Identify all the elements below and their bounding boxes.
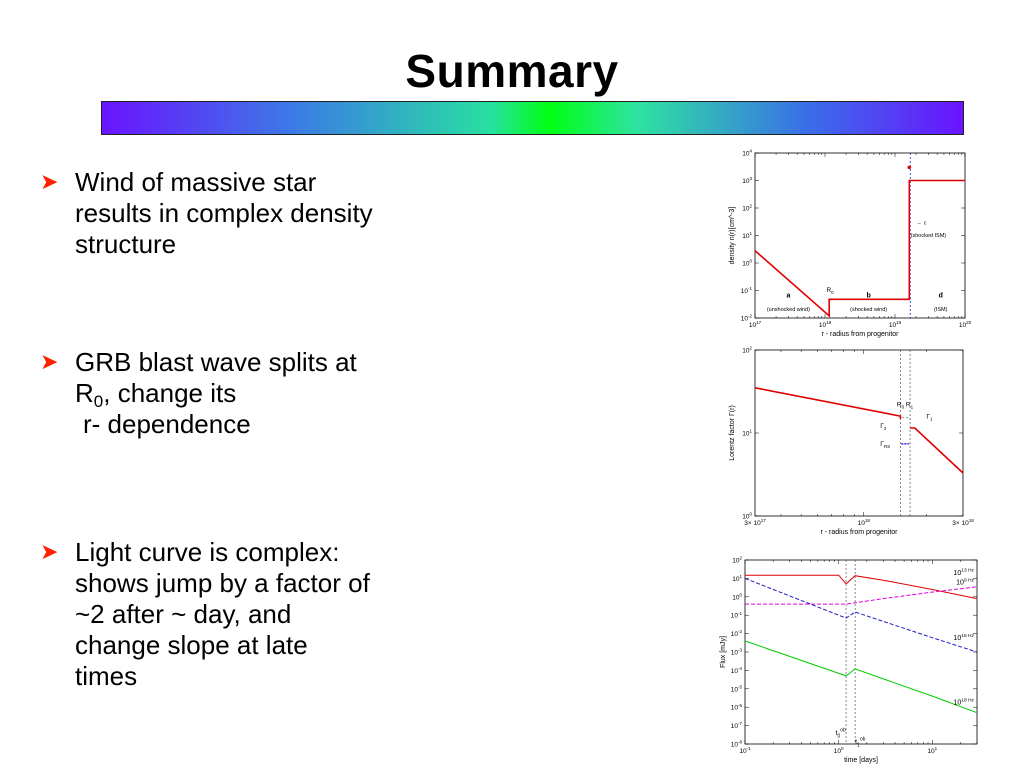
plot-annotation: (ISM) (934, 307, 948, 313)
bullet-3: ➤ Light curve is complex: shows jump by … (40, 537, 480, 692)
annotation-gamma1: Γ1 (926, 413, 933, 421)
series-line-1 (745, 574, 978, 600)
series-label-2: 1013 Hz (953, 568, 974, 577)
lorentz-factor-plot: 3× 1017 1018 3× 1018 102 101 100 r - radius fr… (729, 346, 974, 536)
y-tick-label: 100 (742, 512, 752, 521)
bullet-1-line-1: Wind of massive star (75, 167, 317, 197)
y-tick-label: 10-1 (731, 611, 743, 620)
annotation-r1: R1 (906, 401, 914, 409)
light-curve-plot: 10-1 100 101 102 101 100 10-1 10-2 10-3 10-4 10-5 1… (720, 556, 978, 764)
y-tick-label: 102 (732, 556, 742, 565)
x-axis-label: r - radius from progenitor (821, 331, 899, 338)
y-tick-label: 10-6 (731, 703, 743, 712)
series-line-2 (910, 427, 964, 474)
bullet-2: ➤ GRB blast wave splits at R0, change it… (40, 347, 480, 440)
bullet-arrow-icon: ➤ (40, 169, 59, 194)
x-tick-label: 1020 (959, 320, 972, 329)
series-line-1 (754, 387, 902, 419)
annotation-gamma-rs: ΓRS (880, 441, 890, 449)
y-tick-label: 10-2 (741, 314, 753, 323)
y-tick-label: 100 (742, 259, 752, 268)
annotation-t0-ob: t0ob (835, 728, 846, 740)
series-label-3: 1015 Hz (953, 633, 974, 642)
bullet-arrow-icon: ➤ (40, 539, 59, 564)
r0-symbol: R (75, 378, 94, 408)
bullet-3-line-2: shows jump by a factor of (75, 568, 370, 598)
plot-annotation: b (866, 293, 870, 300)
y-tick-label: 10-5 (731, 684, 743, 693)
annotation-gamma2: Γ2 (880, 423, 887, 431)
density-plot: 1017 1018 1019 1020 104 103 102 101 100 10-1 10-2 r… (729, 149, 972, 338)
x-tick-label: 100 (834, 746, 844, 755)
bullet-3-line-4: change slope at late (75, 630, 308, 660)
x-tick-label: 10-1 (739, 746, 751, 755)
plot-annotation: ← c (917, 221, 927, 227)
series-label-1: 109 Hz (956, 577, 974, 586)
y-tick-label: 101 (732, 574, 742, 583)
x-axis-label: r - radius from progenitor (820, 529, 898, 536)
bullet-2-line-2: R0, change its (75, 378, 480, 411)
bullet-1-line-3: structure (75, 229, 177, 259)
series-line-3 (744, 577, 978, 653)
y-tick-label: 10-3 (731, 648, 743, 657)
plot-annotation: d (939, 293, 943, 300)
y-tick-label: 101 (742, 429, 752, 438)
bullet-arrow-icon: ➤ (40, 349, 59, 374)
y-axis-label: density n(r)[cm^-3] (729, 207, 736, 265)
y-tick-label: 102 (742, 204, 752, 213)
bullet-1: ➤ Wind of massive star results in comple… (40, 167, 480, 260)
series-label-4: 1018 Hz (953, 698, 974, 707)
x-tick-label: 1018 (858, 518, 871, 527)
series-line-1 (754, 179, 965, 318)
bullet-2-line-2-rest: , change its (103, 378, 237, 408)
plot-annotation: (shocked ISM) (911, 233, 947, 239)
bullet-3-line-5: times (75, 661, 138, 691)
series-line-2 (745, 586, 978, 605)
y-tick-label: 104 (742, 149, 752, 158)
plot-annotation: (unshocked wind) (767, 307, 810, 313)
plot-frame (754, 349, 964, 517)
x-tick-label: 1019 (889, 320, 902, 329)
y-tick-label: 101 (742, 231, 752, 240)
slide-title: Summary (405, 45, 619, 97)
annotation-t1-ob: t1ob (855, 737, 866, 749)
density-peak-marker (907, 165, 912, 170)
y-tick-label: 10-1 (741, 286, 753, 295)
y-axis-label: Flux [mJy] (720, 636, 727, 668)
y-tick-label: 10-8 (731, 740, 743, 749)
y-axis-label: Lorentz factor Γ(r) (729, 405, 736, 461)
x-axis-label: time [days] (844, 757, 878, 764)
annotation-r0: R0 (897, 401, 905, 409)
y-tick-label: 100 (732, 592, 742, 601)
bullet-3-line-3: ~2 after ~ day, and (75, 599, 292, 629)
plot-annotation: (shocked wind) (850, 307, 887, 313)
plot-frame (744, 559, 978, 745)
x-tick-label: 1018 (819, 320, 832, 329)
x-tick-label: 1017 (749, 320, 762, 329)
plot-annotation: a (786, 293, 790, 300)
y-tick-label: 102 (742, 346, 752, 355)
bullet-2-line-1: GRB blast wave splits at (75, 347, 357, 377)
bullet-3-line-1: Light curve is complex: (75, 537, 340, 567)
bullet-2-line-3: r- dependence (83, 409, 251, 439)
y-tick-label: 10-2 (731, 629, 743, 638)
annotation-r0: R0 (826, 287, 834, 295)
x-tick-label: 101 (927, 746, 937, 755)
x-tick-label: 3× 1017 (744, 518, 766, 527)
x-tick-label: 3× 1018 (952, 518, 974, 527)
y-tick-label: 10-7 (731, 721, 743, 730)
y-tick-label: 103 (742, 176, 752, 185)
bullet-1-line-2: results in complex density (75, 198, 373, 228)
series-line-4 (744, 640, 978, 714)
title-gradient-bar (101, 101, 964, 135)
y-tick-label: 10-4 (731, 666, 743, 675)
r0-subscript: 0 (93, 392, 104, 411)
